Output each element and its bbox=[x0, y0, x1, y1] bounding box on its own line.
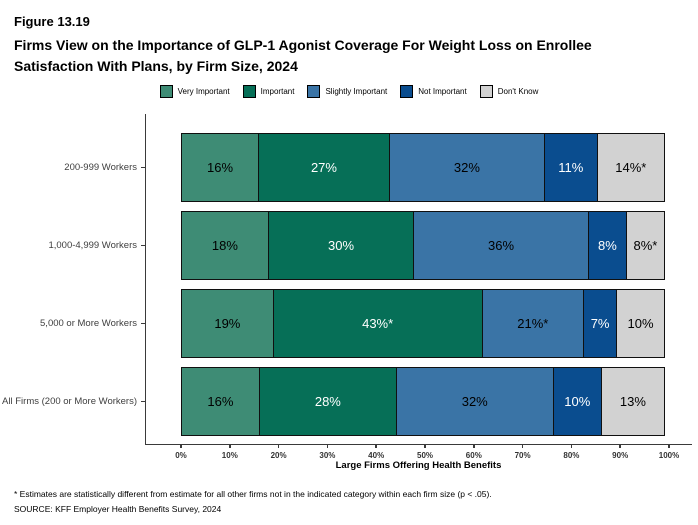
legend-item-1: Important bbox=[242, 85, 295, 98]
legend: Very Important Important Slightly Importan… bbox=[0, 85, 698, 98]
footnote: * Estimates are statistically different … bbox=[14, 489, 492, 499]
bar-segment: 8%* bbox=[625, 211, 665, 280]
bar-segment: 10% bbox=[616, 289, 665, 358]
legend-item-label: Very Important bbox=[177, 87, 230, 96]
bar-segment: 10% bbox=[552, 367, 602, 436]
y-axis-category-label: 5,000 or More Workers bbox=[40, 317, 137, 329]
bar-segment: 30% bbox=[267, 211, 415, 280]
x-axis-tick bbox=[424, 444, 426, 448]
bar-segment: 32% bbox=[388, 133, 545, 202]
x-axis-tick bbox=[521, 444, 524, 448]
x-axis-tick-label: 0% bbox=[175, 451, 187, 460]
x-axis-tick-label: 80% bbox=[563, 451, 580, 460]
x-axis-tick-label: 10% bbox=[221, 451, 238, 460]
y-axis-category-label: 200-999 Workers bbox=[64, 161, 137, 173]
x-axis-tick-label: 100% bbox=[658, 451, 680, 460]
y-axis-tick bbox=[141, 322, 146, 324]
legend-item-3: Not Important bbox=[400, 85, 467, 98]
legend-swatch-icon bbox=[159, 85, 173, 98]
bar-segment: 16% bbox=[181, 133, 260, 202]
bar-segment: 43%* bbox=[272, 289, 483, 358]
y-axis-tick bbox=[141, 400, 146, 402]
x-axis-tick bbox=[668, 444, 670, 448]
bar-segment: 16% bbox=[181, 367, 260, 436]
bar-segment: 18% bbox=[181, 211, 269, 280]
x-axis-tick-label: 60% bbox=[465, 451, 482, 460]
bar-row-3: 16% 28% 32% 10% 13% bbox=[181, 367, 669, 436]
x-axis-tick-label: 20% bbox=[270, 451, 287, 460]
legend-item-2: Slightly Important bbox=[307, 85, 387, 98]
y-axis-category-label: 1,000-4,999 Workers bbox=[48, 239, 137, 251]
legend-item-0: Very Important bbox=[159, 85, 230, 98]
y-axis-tick bbox=[141, 166, 146, 168]
bar-segment: 21%* bbox=[481, 289, 585, 358]
x-axis-tick bbox=[375, 444, 377, 448]
x-axis-tick bbox=[229, 444, 231, 448]
x-axis-tick-label: 40% bbox=[368, 451, 385, 460]
bar-row-2: 19% 43%* 21%* 7% 10% bbox=[181, 289, 669, 358]
legend-item-label: Slightly Important bbox=[325, 87, 388, 96]
legend-item-label: Not Important bbox=[418, 87, 467, 96]
x-axis-tick bbox=[570, 444, 573, 448]
bar-segment: 19% bbox=[181, 289, 274, 358]
legend-swatch-icon bbox=[400, 85, 414, 98]
legend-swatch-icon bbox=[479, 85, 493, 98]
x-axis-tick-label: 50% bbox=[416, 451, 434, 460]
y-axis-category-label: All Firms (200 or More Workers) bbox=[2, 395, 137, 407]
bar-row-1: 18% 30% 36% 8% 8%* bbox=[181, 211, 669, 280]
bar-segment: 14%* bbox=[596, 133, 665, 202]
bar-segment: 13% bbox=[600, 367, 665, 436]
source-note: SOURCE: KFF Employer Health Benefits Sur… bbox=[14, 504, 222, 514]
figure-label: Figure 13.19 bbox=[14, 14, 90, 29]
x-axis-tick bbox=[277, 444, 280, 448]
x-axis-tick bbox=[473, 444, 475, 448]
bar-segment: 7% bbox=[583, 289, 618, 358]
y-axis-tick bbox=[141, 244, 146, 246]
bar-segment: 32% bbox=[395, 367, 554, 436]
bar-segment: 8% bbox=[587, 211, 627, 280]
legend-swatch-icon bbox=[307, 85, 321, 98]
x-axis-tick-label: 70% bbox=[514, 451, 531, 460]
x-axis-tick-label: 90% bbox=[612, 451, 629, 460]
bar-row-0: 16% 27% 32% 11% 14%* bbox=[181, 133, 669, 202]
x-axis-title: Large Firms Offering Health Benefits bbox=[335, 460, 502, 471]
chart-title: Firms View on the Importance of GLP-1 Ag… bbox=[14, 37, 592, 74]
x-axis-tick-label: 30% bbox=[319, 451, 336, 460]
x-axis-tick bbox=[619, 444, 621, 448]
plot-panel: 16% 27% 32% 11% 14%* 200-999 Workers 18% 30% 36%… bbox=[2, 114, 692, 460]
bar-segment: 11% bbox=[543, 133, 598, 202]
x-axis-tick bbox=[326, 444, 329, 448]
bar-segment: 27% bbox=[258, 133, 390, 202]
bar-segment: 36% bbox=[413, 211, 589, 280]
legend-item-label: Don't Know bbox=[497, 87, 539, 96]
bar-segment: 28% bbox=[258, 367, 397, 436]
legend-item-4: Don't Know bbox=[479, 85, 539, 98]
legend-item-label: Important bbox=[260, 87, 295, 96]
legend-swatch-icon bbox=[242, 85, 256, 98]
x-axis-tick bbox=[180, 444, 182, 448]
